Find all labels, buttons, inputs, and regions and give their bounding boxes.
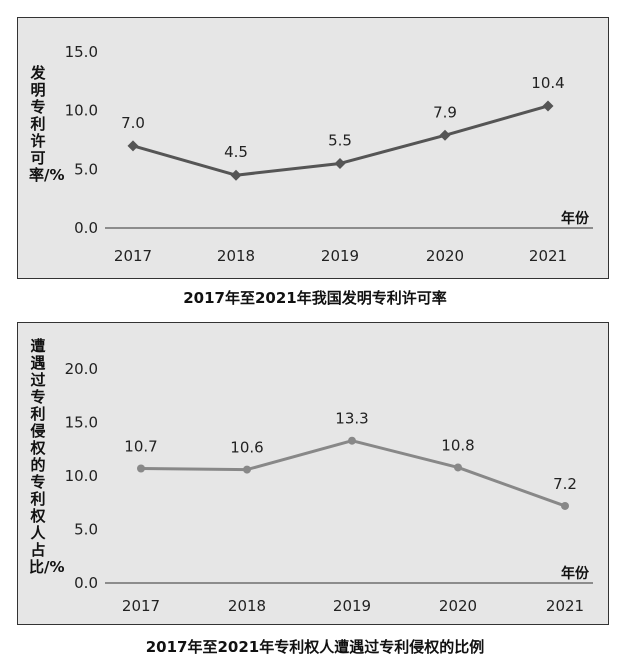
chart2-x-tick-label: 2017 — [122, 597, 160, 615]
chart2-data-point — [454, 463, 462, 472]
chart2-y-axis-label: 遭遇过专利侵权的专利权人占比/% — [29, 337, 65, 576]
chart1-data-point — [127, 140, 139, 152]
chart2-data-point — [243, 465, 251, 474]
chart1-x-tick-label: 2020 — [426, 247, 464, 265]
chart1-x-axis-label: 年份 — [561, 210, 590, 227]
chart2-x-tick-label: 2021 — [546, 597, 584, 615]
chart1-y-tick-label: 10.0 — [65, 102, 98, 120]
chart2-data-point — [137, 464, 145, 473]
chart1-y-tick-label: 15.0 — [65, 43, 98, 61]
chart2-x-tick-label: 2018 — [228, 597, 266, 615]
chart1-x-tick-label: 2019 — [321, 247, 359, 265]
chart1-data-label: 5.5 — [328, 131, 352, 149]
chart2-data-label: 13.3 — [335, 410, 368, 428]
chart2-x-tick-label: 2019 — [333, 597, 371, 615]
chart1-data-point — [542, 100, 554, 112]
chart2-data-point — [561, 501, 569, 510]
chart1-data-point — [230, 169, 242, 181]
chart2-data-label: 10.6 — [230, 439, 263, 457]
chart1-x-tick-label: 2021 — [529, 247, 567, 265]
chart2-caption: 2017年至2021年专利权人遭遇过专利侵权的比例 — [145, 638, 485, 656]
chart1-data-label: 4.5 — [224, 143, 248, 161]
chart1-data-point — [334, 157, 346, 169]
chart-panel-infringement-ratio: 0.0 5.0 10.0 15.0 20.0 年份 2017 2018 2019 2020 2021… — [17, 322, 609, 625]
chart2-x-tick-label: 2020 — [439, 597, 477, 615]
chart2-data-label: 7.2 — [553, 475, 577, 493]
chart2-y-tick-label: 5.0 — [74, 521, 98, 539]
chart1-data-label: 7.0 — [121, 114, 145, 132]
chart1-caption: 2017年至2021年我国发明专利许可率 — [183, 289, 447, 307]
chart2-y-tick-label: 15.0 — [65, 414, 98, 432]
chart1-y-tick-label: 0.0 — [74, 219, 98, 237]
chart2-data-label: 10.7 — [124, 438, 157, 456]
chart1-x-tick-label: 2017 — [114, 247, 152, 265]
chart1-data-label: 7.9 — [433, 103, 457, 121]
chart1-y-axis-label: 发明专利许可率/% — [29, 64, 65, 184]
chart1-plot-background — [17, 17, 609, 279]
chart2-x-axis-label: 年份 — [561, 565, 590, 582]
chart1-data-label: 10.4 — [531, 74, 564, 92]
chart2-plot-background — [17, 322, 609, 625]
chart2-y-tick-label: 20.0 — [65, 360, 98, 378]
chart1-data-point — [439, 129, 451, 141]
chart2-y-tick-label: 0.0 — [74, 574, 98, 592]
chart2-data-point — [348, 436, 356, 445]
chart2-svg: 0.0 5.0 10.0 15.0 20.0 年份 2017 2018 2019 2020 2021… — [17, 322, 609, 625]
chart2-y-tick-label: 10.0 — [65, 467, 98, 485]
chart1-y-tick-label: 5.0 — [74, 160, 98, 178]
chart1-svg: 0.0 5.0 10.0 15.0 年份 2017 2018 2019 2020 2021 7.0 4… — [17, 17, 609, 279]
chart1-x-tick-label: 2018 — [217, 247, 255, 265]
chart-panel-patent-license-rate: 0.0 5.0 10.0 15.0 年份 2017 2018 2019 2020 2021 7.0 4… — [17, 17, 609, 279]
chart2-data-label: 10.8 — [441, 436, 474, 454]
